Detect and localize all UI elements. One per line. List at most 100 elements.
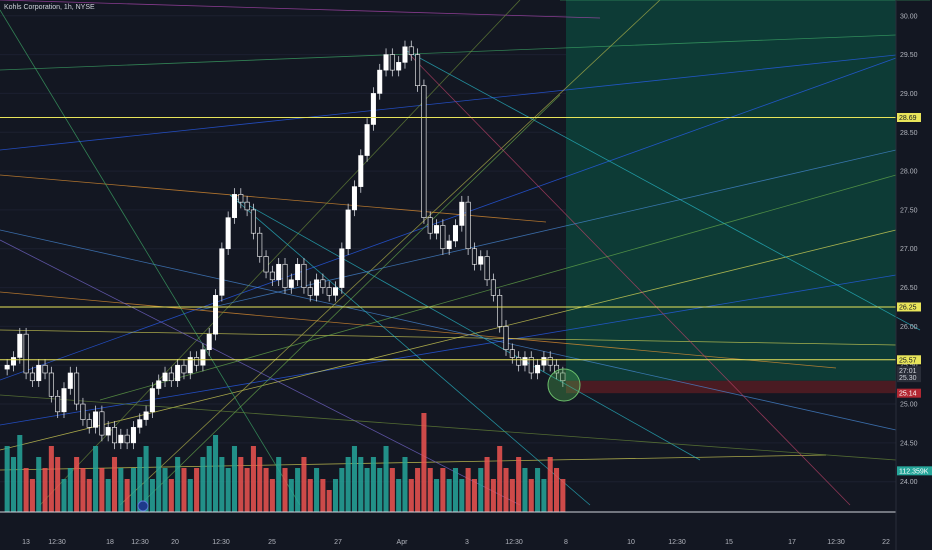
volume-bar-8	[55, 457, 61, 512]
candle-52	[333, 281, 339, 302]
candle-7	[48, 366, 54, 403]
volume-bar-24	[156, 457, 162, 512]
trendline-16[interactable]	[0, 9, 301, 506]
volume-bar-4	[29, 479, 35, 512]
time-label-11: 8	[564, 539, 568, 546]
candle-69	[440, 219, 446, 255]
price-tag-2: 25.57	[897, 355, 921, 365]
trendline-8[interactable]	[0, 329, 897, 346]
volume-bar-41	[263, 468, 269, 512]
volume-bar-70	[446, 479, 452, 512]
trendline-11[interactable]	[119, 0, 661, 506]
candle-77	[490, 273, 496, 302]
candle-27	[175, 359, 181, 387]
volume-bar-21	[137, 457, 143, 512]
volume-bar-83	[528, 479, 534, 512]
candle-41	[263, 250, 269, 279]
time-label-7: 27	[334, 539, 342, 546]
candle-26	[168, 366, 174, 387]
candle-71	[452, 219, 459, 248]
time-axis[interactable]: 13 12:30 18 12:30 20 12:30 25 27 Apr 3 12:30 8 10 12:…	[22, 539, 890, 546]
volume-bar-29	[187, 479, 193, 512]
volume-bar-78	[497, 446, 503, 512]
trendline-2[interactable]	[0, 274, 897, 426]
volume-bar-23	[149, 479, 155, 512]
time-label-15: 17	[788, 539, 796, 546]
trend-lines[interactable]	[0, 0, 930, 506]
loss-zone[interactable]	[566, 380, 896, 394]
candle-72	[459, 195, 465, 232]
candle-4	[29, 366, 35, 387]
candle-82	[522, 351, 528, 372]
profit-zone[interactable]	[566, 0, 896, 381]
event-icon[interactable]	[137, 500, 149, 512]
volume-bar-0	[4, 446, 10, 512]
svg-text:27:01: 27:01	[899, 368, 917, 375]
candle-13	[86, 413, 92, 434]
trendline-6[interactable]	[0, 174, 547, 223]
candle-48	[307, 281, 313, 302]
candle-36	[231, 188, 237, 224]
volume-bar-87	[554, 468, 560, 512]
volume-bar-16	[105, 479, 111, 512]
trendline-13[interactable]	[229, 194, 701, 461]
volume-bar-39	[250, 446, 256, 512]
candle-78	[497, 289, 503, 333]
trendline-19[interactable]	[0, 394, 897, 461]
candle-24	[156, 374, 162, 395]
price-tick-6: 27.00	[900, 246, 918, 253]
price-tick-12: 24.00	[900, 479, 918, 486]
volume-bar-48	[307, 479, 313, 512]
entry-marker[interactable]	[547, 368, 581, 402]
trendline-23[interactable]	[99, 174, 897, 401]
candle-15	[99, 405, 105, 442]
svg-text:28.69: 28.69	[899, 115, 917, 122]
time-label-1: 12:30	[48, 539, 66, 546]
candle-58	[370, 87, 376, 131]
trendline-18[interactable]	[404, 49, 921, 331]
candle-67	[427, 211, 433, 240]
volume-bar-75	[478, 468, 484, 512]
candle-10	[67, 366, 73, 395]
volume-bar-77	[490, 479, 496, 512]
trendline-14[interactable]	[409, 54, 851, 506]
trendline-17[interactable]	[0, 239, 521, 506]
price-tag-0: 28.69	[897, 112, 921, 122]
trendline-0[interactable]	[0, 54, 897, 151]
time-label-16: 12:30	[827, 539, 845, 546]
volume-bar-73	[465, 468, 471, 512]
candle-6	[42, 359, 48, 380]
trendline-1[interactable]	[0, 57, 897, 381]
candle-70	[446, 234, 452, 255]
volume-bar-66	[421, 413, 427, 512]
time-label-8: Apr	[397, 539, 409, 546]
trendline-21[interactable]	[139, 94, 561, 506]
time-label-2: 18	[106, 539, 114, 546]
price-axis[interactable]: 30.00 29.50 29.00 28.50 28.00 27.50 27.00 26.50…	[900, 13, 918, 486]
trendline-12[interactable]	[39, 0, 521, 506]
trendline-10[interactable]	[0, 229, 897, 431]
trendline-3[interactable]	[0, 34, 897, 71]
horizontal-levels[interactable]	[0, 116, 896, 361]
svg-text:25.57: 25.57	[899, 357, 917, 364]
trendline-4[interactable]	[0, 229, 897, 451]
volume-bar-50	[320, 479, 326, 512]
volume-bar-81	[516, 457, 522, 512]
trendline-9[interactable]	[0, 0, 601, 19]
volume-bar-14	[93, 446, 99, 512]
time-label-9: 3	[465, 539, 469, 546]
volume-bar-56	[358, 457, 364, 512]
trendline-15[interactable]	[229, 194, 591, 506]
candle-55	[351, 180, 357, 217]
volume-bar-67	[427, 468, 433, 512]
candle-40	[257, 226, 263, 263]
volume-bar-76	[484, 457, 490, 512]
volume-bar-88	[560, 479, 566, 512]
position-zones[interactable]	[566, 0, 896, 394]
volume-bar-47	[301, 457, 307, 512]
trendline-7[interactable]	[0, 291, 837, 369]
volume-bar-34	[219, 457, 225, 512]
volume-bar-68	[434, 479, 440, 512]
